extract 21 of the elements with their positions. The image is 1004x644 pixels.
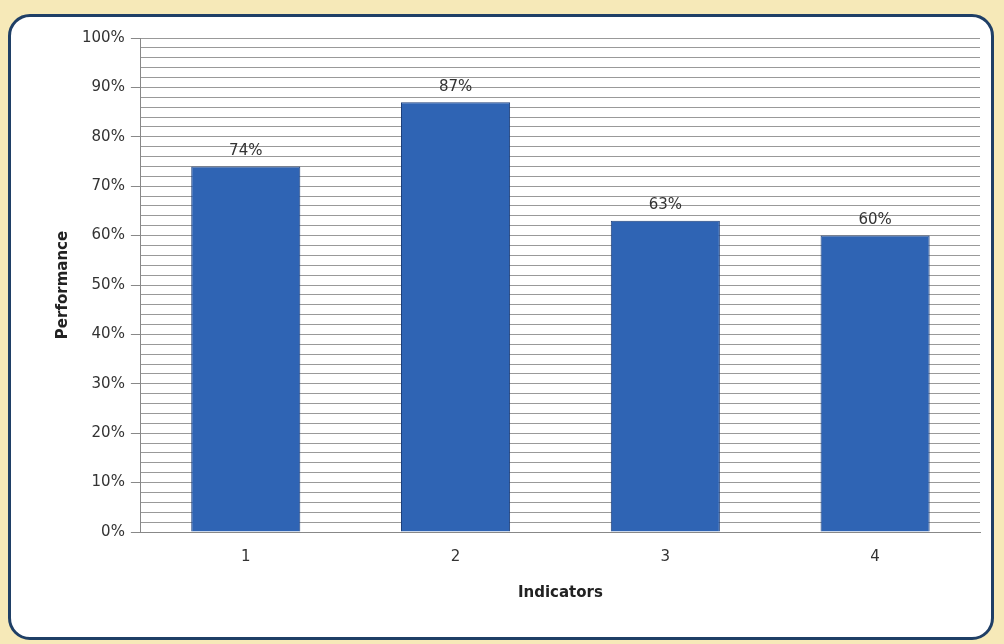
y-tick-label: 20% bbox=[91, 423, 125, 442]
x-axis-title: Indicators bbox=[517, 582, 603, 601]
y-tick-label: 0% bbox=[101, 521, 125, 540]
y-tick-label: 90% bbox=[91, 77, 125, 96]
x-tick-label: 3 bbox=[660, 546, 671, 565]
y-tick-label: 30% bbox=[91, 373, 125, 392]
y-tick-label: 100% bbox=[81, 27, 125, 46]
y-tick-label: 60% bbox=[91, 225, 125, 244]
x-tick-label: 1 bbox=[241, 546, 251, 565]
y-tick-label: 70% bbox=[91, 176, 125, 195]
y-tick-label: 40% bbox=[91, 324, 125, 343]
y-tick-label: 80% bbox=[91, 126, 125, 145]
data-label: 60% bbox=[858, 209, 892, 228]
y-tick-label: 10% bbox=[91, 472, 125, 491]
data-label: 74% bbox=[229, 140, 263, 159]
x-tick-label: 4 bbox=[870, 546, 880, 565]
data-label: 63% bbox=[648, 195, 682, 214]
x-tick-label: 2 bbox=[450, 546, 461, 565]
y-tick-label: 50% bbox=[91, 274, 125, 293]
y-axis-title: Performance bbox=[52, 230, 71, 340]
data-label: 87% bbox=[438, 76, 473, 95]
